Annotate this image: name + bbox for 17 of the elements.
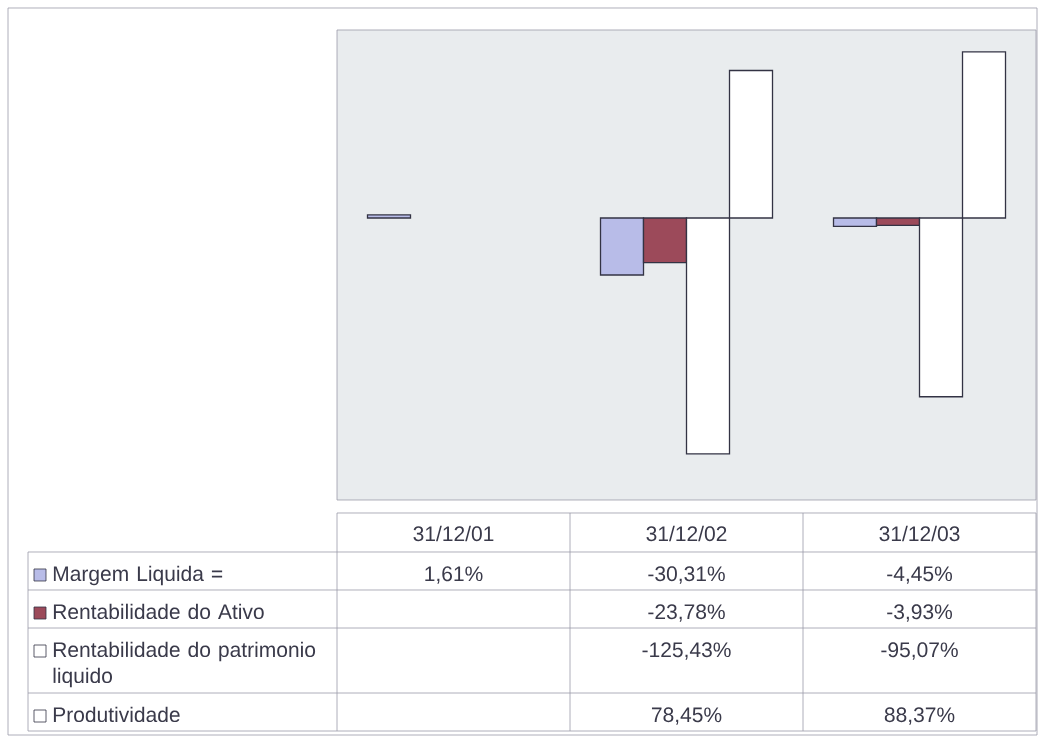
data-label: -4,45% <box>887 566 953 584</box>
data-label: -23,78% <box>648 604 725 622</box>
legend-label: Margem Liquida = <box>53 565 223 586</box>
x-tick-label: 31/12/01 <box>413 525 494 542</box>
legend-label: Produtividade <box>53 706 180 723</box>
data-label: 78,45% <box>651 707 722 725</box>
legend-label: Rentabilidade do Ativo <box>53 603 264 620</box>
data-label: 88,37% <box>884 707 955 725</box>
data-label: -125,43% <box>642 642 731 660</box>
x-tick-label: 31/12/03 <box>879 525 960 542</box>
data-label: 1,61% <box>425 566 483 584</box>
bar <box>366 214 412 219</box>
x-tick-label: 31/12/02 <box>646 525 727 542</box>
data-label: -95,07% <box>881 642 958 660</box>
data-label: -30,31% <box>648 566 725 584</box>
data-label: -3,93% <box>887 604 953 622</box>
legend-label: Rentabilidade do patrimonio liquido <box>53 641 316 688</box>
